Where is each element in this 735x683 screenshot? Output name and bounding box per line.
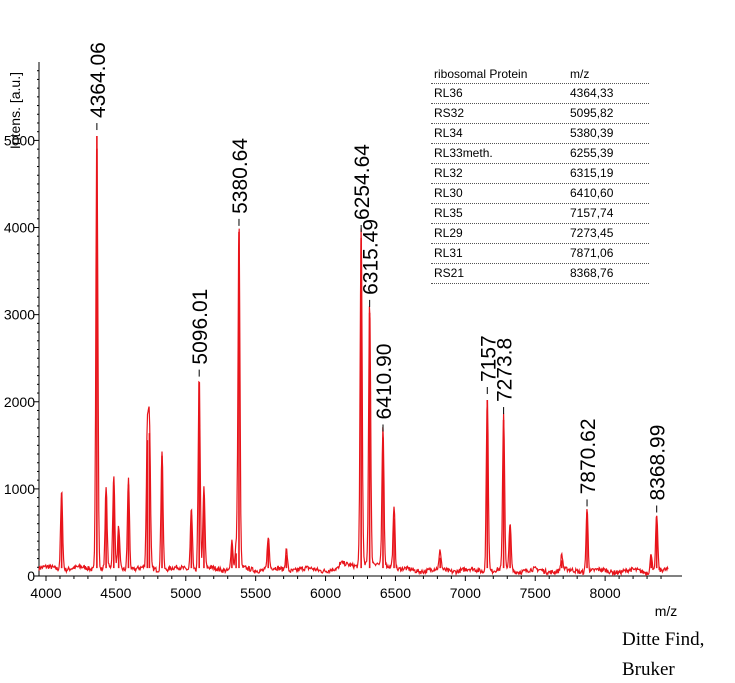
y-tick-label: 1000 [4, 481, 35, 497]
x-tick-label: 5000 [170, 585, 201, 601]
table-row: RL33meth. 6255,39 [431, 144, 649, 164]
table-cell-mz: 5380,39 [570, 126, 614, 140]
spectrum-trace [38, 148, 669, 577]
table-cell-protein: RL35 [434, 206, 463, 220]
table-row: RL35 7157,74 [431, 204, 649, 224]
x-tick-label: 5500 [240, 585, 271, 601]
table-cell-protein: RL31 [434, 246, 463, 260]
peak-label: 7157 [477, 335, 500, 382]
table-cell-mz: 6410,60 [570, 186, 614, 200]
table-row: RL31 7871,06 [431, 244, 649, 264]
protein-table: ribosomal Protein m/z RL36 4364,33 RS32 50… [431, 66, 649, 284]
table-cell-protein: RL32 [434, 166, 463, 180]
x-tick-label: 7000 [450, 585, 481, 601]
table-row: RL36 4364,33 [431, 84, 649, 104]
table-cell-mz: 6315,19 [570, 166, 614, 180]
peak-label: 7273.8 [494, 338, 517, 402]
axes: 0 1000 2000 3000 4000 5000 4000 4500 5000 5500 600… [4, 62, 682, 619]
x-tick-label: 8000 [590, 585, 621, 601]
table-row: RL29 7273,45 [431, 224, 649, 244]
peak-label: 8368.99 [647, 425, 670, 501]
table-cell-protein: RL34 [434, 126, 463, 140]
y-tick-label: 4000 [4, 220, 35, 236]
y-tick-label: 5000 [4, 132, 35, 148]
table-cell-mz: 7157,74 [570, 206, 614, 220]
table-header-mz: m/z [570, 67, 590, 81]
y-axis-label: Intens. [a.u.] [7, 72, 23, 149]
table-row: RS21 8368,76 [431, 264, 649, 284]
table-cell-mz: 7273,45 [570, 226, 614, 240]
table-cell-mz: 5095,82 [570, 106, 614, 120]
x-tick-label: 4500 [100, 585, 131, 601]
table-cell-protein: RL30 [434, 186, 463, 200]
table-cell-protein: RS21 [434, 266, 465, 280]
x-tick-label: 7500 [520, 585, 551, 601]
footer-author: Ditte Find, [622, 629, 705, 650]
y-tick-label: 0 [27, 568, 35, 584]
table-cell-mz: 8368,76 [570, 266, 614, 280]
table-row: RS32 5095,82 [431, 104, 649, 124]
x-tick-label: 4000 [30, 585, 61, 601]
table-row: RL30 6410,60 [431, 184, 649, 204]
table-cell-protein: RS32 [434, 106, 465, 120]
peak-label: 5096.01 [189, 289, 212, 365]
peak-label: 4364.06 [87, 42, 110, 118]
table-cell-mz: 7871,06 [570, 246, 614, 260]
footer-company: Bruker [622, 659, 675, 680]
table-cell-protein: RL33meth. [434, 146, 493, 160]
peak-label: 6254.64 [351, 144, 374, 220]
x-tick-label: 6000 [310, 585, 341, 601]
table-header-row: ribosomal Protein m/z [431, 66, 649, 84]
y-tick-label: 2000 [4, 394, 35, 410]
peak-label: 6315.49 [360, 219, 383, 295]
table-cell-mz: 4364,33 [570, 86, 614, 100]
spectrum-series [38, 136, 669, 577]
table-cell-protein: RL29 [434, 226, 463, 240]
table-cell-mz: 6255,39 [570, 146, 614, 160]
table-header-protein: ribosomal Protein [434, 67, 528, 81]
y-tick-label: 3000 [4, 307, 35, 323]
peak-label: 7870.62 [577, 418, 600, 494]
x-tick-label: 6500 [380, 585, 411, 601]
x-axis-label: m/z [655, 603, 678, 619]
table-cell-protein: RL36 [434, 86, 463, 100]
table-row: RL32 6315,19 [431, 164, 649, 184]
peak-label: 6410.90 [373, 344, 396, 420]
peak-label: 5380.64 [229, 138, 252, 214]
table-row: RL34 5380,39 [431, 124, 649, 144]
